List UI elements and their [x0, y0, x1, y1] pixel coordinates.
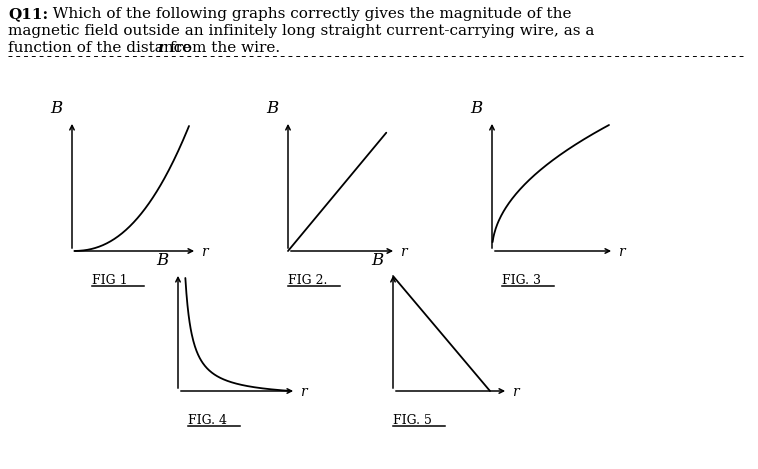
Text: magnetic field outside an infinitely long straight current-carrying wire, as a: magnetic field outside an infinitely lon…	[8, 24, 594, 38]
Text: Q11:: Q11:	[8, 7, 48, 21]
Text: r: r	[618, 245, 625, 259]
Text: FIG. 3: FIG. 3	[502, 274, 541, 287]
Text: B: B	[371, 252, 383, 269]
Text: FIG. 4: FIG. 4	[188, 414, 227, 427]
Text: r: r	[201, 245, 208, 259]
Text: Which of the following graphs correctly gives the magnitude of the: Which of the following graphs correctly …	[43, 7, 572, 21]
Text: r: r	[300, 385, 307, 399]
Text: B: B	[50, 100, 62, 117]
Text: r: r	[400, 245, 406, 259]
Text: FIG 2.: FIG 2.	[288, 274, 327, 287]
Text: B: B	[470, 100, 482, 117]
Text: function of the distance: function of the distance	[8, 41, 196, 55]
Text: FIG 1: FIG 1	[92, 274, 127, 287]
Text: FIG. 5: FIG. 5	[393, 414, 432, 427]
Text: B: B	[266, 100, 278, 117]
Text: r: r	[157, 41, 165, 55]
Text: from the wire.: from the wire.	[165, 41, 280, 55]
Text: r: r	[512, 385, 518, 399]
Text: B: B	[156, 252, 168, 269]
